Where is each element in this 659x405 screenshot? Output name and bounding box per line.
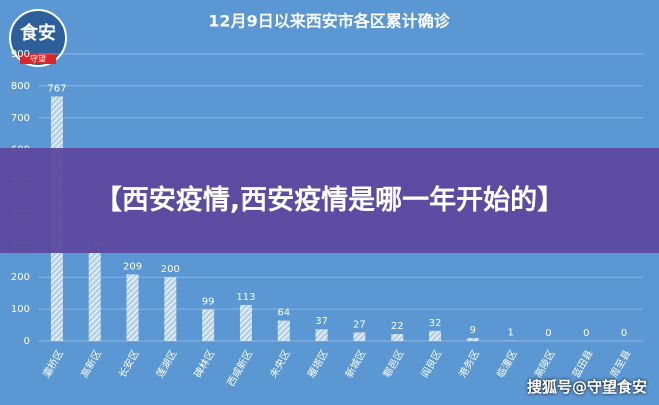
value-label: 113 [236,292,255,303]
y-tick-label: 700 [11,113,30,124]
bar [88,252,101,341]
value-label: 64 [277,308,290,319]
value-label: 0 [545,328,551,339]
x-tick-label: 长安区 [115,348,141,380]
bar [353,332,366,341]
value-label: 209 [123,261,142,272]
logo-badge-bg [20,53,56,64]
bar [239,304,252,341]
bar [429,330,442,341]
value-label: 767 [47,83,66,94]
value-label: 99 [202,296,215,307]
x-tick-label: 临潼区 [494,348,520,380]
value-label: 32 [429,318,442,329]
x-tick-label: 鄠邑区 [381,348,406,380]
logo-text: 食安 [19,22,56,44]
value-label: 0 [583,328,589,339]
value-label: 9 [470,325,476,336]
y-tick-label: 100 [11,304,30,315]
x-tick-label: 阎良区 [418,348,444,380]
y-tick-label: 200 [11,272,30,283]
headline: 【西安疫情,西安疫情是哪一年开始的】 [94,184,565,216]
bar [126,274,139,341]
y-tick-label: 0 [24,336,30,347]
banner: 【西安疫情,西安疫情是哪一年开始的】 [0,148,659,253]
x-tick-label: 高新区 [78,348,104,380]
value-label: 0 [621,328,627,339]
value-label: 37 [315,316,328,327]
bar [315,329,328,341]
bar [277,320,290,341]
y-tick-label: 800 [11,81,30,92]
bar [466,338,479,341]
x-tick-label: 港务区 [456,348,482,380]
logo [9,9,67,67]
x-tick-label: 碑林区 [191,348,217,380]
bar [202,309,215,341]
x-tick-label: 未央区 [267,348,293,380]
value-label: 1 [507,328,513,339]
y-tick-label: 900 [11,49,30,60]
chart-title: 12月9日以来西安市各区累计确诊 [208,12,450,31]
x-tick-label: 灞桥区 [41,348,66,380]
value-label: 22 [391,321,404,332]
x-tick-label: 莲湖区 [154,348,179,380]
value-label: 27 [353,319,366,330]
logo-badge: 守望 [30,54,46,64]
bar [164,277,177,341]
value-label: 200 [161,264,180,275]
x-tick-label: 西咸新区 [224,348,255,389]
x-tick-label: 雁塔区 [305,348,331,380]
watermark: 搜狐号@守望食安 [526,378,647,396]
bar [391,333,404,341]
x-tick-label: 新城区 [342,348,368,380]
